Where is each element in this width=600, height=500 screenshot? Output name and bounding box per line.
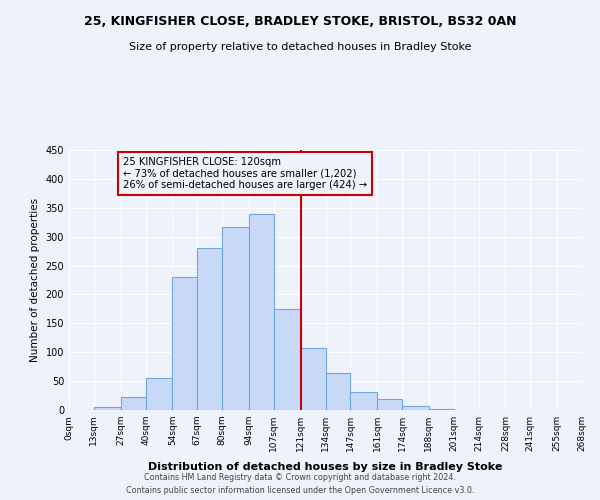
- Bar: [429, 409, 454, 410]
- Text: 25 KINGFISHER CLOSE: 120sqm
← 73% of detached houses are smaller (1,202)
26% of : 25 KINGFISHER CLOSE: 120sqm ← 73% of det…: [122, 157, 367, 190]
- Bar: [172, 277, 197, 410]
- Bar: [350, 392, 377, 410]
- Bar: [402, 406, 429, 410]
- X-axis label: Distribution of detached houses by size in Bradley Stoke: Distribution of detached houses by size …: [148, 462, 503, 472]
- Bar: [121, 398, 146, 410]
- Bar: [197, 248, 222, 410]
- Bar: [301, 348, 325, 410]
- Text: 25, KINGFISHER CLOSE, BRADLEY STOKE, BRISTOL, BS32 0AN: 25, KINGFISHER CLOSE, BRADLEY STOKE, BRI…: [84, 15, 516, 28]
- Bar: [274, 309, 301, 410]
- Text: Contains public sector information licensed under the Open Government Licence v3: Contains public sector information licen…: [126, 486, 474, 495]
- Bar: [222, 227, 249, 410]
- Text: Size of property relative to detached houses in Bradley Stoke: Size of property relative to detached ho…: [129, 42, 471, 52]
- Bar: [325, 373, 350, 410]
- Bar: [94, 407, 121, 410]
- Bar: [377, 399, 402, 410]
- Text: Contains HM Land Registry data © Crown copyright and database right 2024.: Contains HM Land Registry data © Crown c…: [144, 472, 456, 482]
- Bar: [249, 214, 274, 410]
- Y-axis label: Number of detached properties: Number of detached properties: [30, 198, 40, 362]
- Bar: [146, 378, 172, 410]
